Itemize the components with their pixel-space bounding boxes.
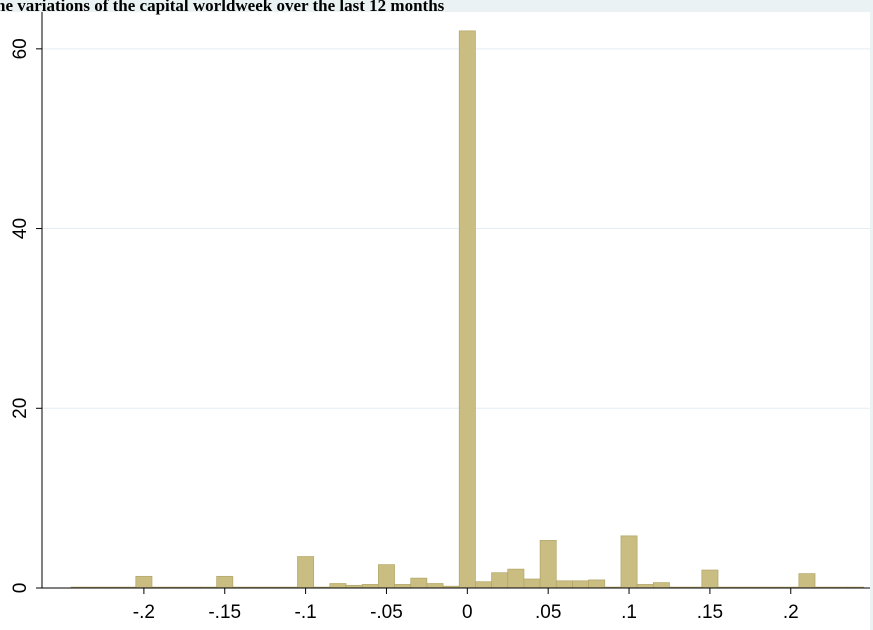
bar — [297, 556, 315, 589]
bar — [555, 580, 573, 589]
bar — [216, 575, 234, 589]
bar — [361, 584, 379, 589]
x-tick-label: -.05 — [370, 602, 403, 623]
x-tick-label: .15 — [697, 602, 723, 623]
bar — [539, 540, 557, 589]
bar — [523, 578, 541, 589]
bar — [798, 573, 816, 589]
bar — [135, 575, 153, 589]
y-tick-label: 20 — [10, 398, 31, 419]
x-tick-label: .05 — [535, 602, 561, 623]
x-tick-label: -.15 — [208, 602, 241, 623]
x-tick-label: 0 — [462, 602, 473, 623]
x-tick-label: .1 — [621, 602, 637, 623]
bar — [329, 583, 347, 589]
bar — [652, 582, 670, 589]
x-tick-label: -.2 — [133, 602, 155, 623]
x-tick-label: .2 — [783, 602, 799, 623]
bar — [378, 564, 395, 589]
bar — [588, 579, 606, 589]
bar — [572, 580, 589, 589]
title-band — [0, 0, 873, 12]
x-tick-label: -.1 — [295, 602, 317, 623]
bar — [458, 30, 476, 589]
bar — [636, 584, 654, 589]
y-tick-label: 60 — [10, 38, 31, 59]
bar — [491, 572, 509, 589]
bar — [620, 535, 638, 589]
chart-title: he variations of the capital worldweek o… — [0, 0, 445, 15]
bar — [701, 569, 719, 589]
bar — [410, 577, 428, 589]
bar — [426, 583, 444, 589]
y-tick-label: 0 — [10, 583, 31, 594]
y-tick-label: 40 — [10, 218, 31, 239]
bar — [475, 581, 492, 589]
bar — [507, 568, 525, 589]
bar — [394, 584, 412, 589]
